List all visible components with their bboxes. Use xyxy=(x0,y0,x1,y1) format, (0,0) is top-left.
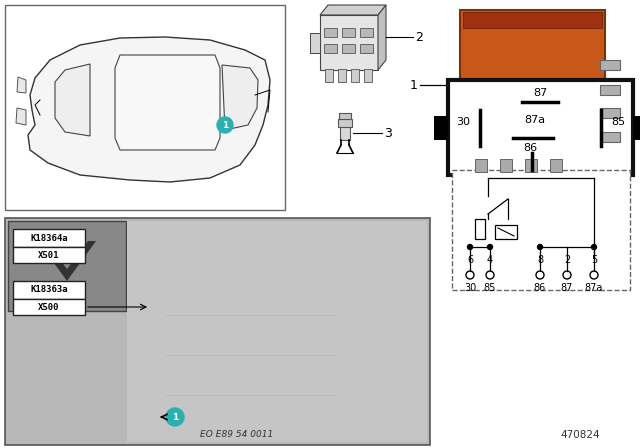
Polygon shape xyxy=(115,55,220,150)
Bar xyxy=(339,113,351,119)
Bar xyxy=(325,69,333,82)
Bar xyxy=(475,219,485,239)
Circle shape xyxy=(488,245,493,250)
Text: X500: X500 xyxy=(38,302,60,311)
Bar xyxy=(5,218,430,445)
Polygon shape xyxy=(38,241,96,281)
Text: 470824: 470824 xyxy=(560,430,600,440)
Bar xyxy=(600,60,620,70)
Polygon shape xyxy=(320,5,386,15)
Text: 5: 5 xyxy=(591,255,597,265)
Bar xyxy=(13,281,85,299)
Bar xyxy=(13,229,85,247)
Bar xyxy=(452,170,630,290)
Polygon shape xyxy=(17,77,26,93)
Circle shape xyxy=(591,245,596,250)
Bar xyxy=(360,28,373,37)
Bar xyxy=(600,85,620,95)
Text: 87a: 87a xyxy=(585,283,603,293)
Bar xyxy=(342,28,355,37)
Text: 87: 87 xyxy=(561,283,573,293)
Text: 3: 3 xyxy=(384,126,392,139)
Bar xyxy=(434,116,448,140)
Text: 1: 1 xyxy=(410,78,418,91)
Text: 30: 30 xyxy=(456,117,470,127)
Text: 85: 85 xyxy=(484,283,496,293)
Bar xyxy=(448,80,633,175)
Bar xyxy=(340,122,350,140)
Bar xyxy=(320,15,378,70)
Text: 2: 2 xyxy=(564,255,570,265)
Bar xyxy=(324,44,337,53)
Circle shape xyxy=(166,408,184,426)
Text: 30: 30 xyxy=(464,283,476,293)
Text: 2: 2 xyxy=(415,30,423,43)
Bar xyxy=(127,221,427,442)
Bar xyxy=(351,69,359,82)
Text: 87a: 87a xyxy=(524,115,545,125)
Bar xyxy=(600,108,620,118)
Circle shape xyxy=(467,245,472,250)
Bar xyxy=(364,69,372,82)
Bar xyxy=(495,225,517,239)
Text: 86: 86 xyxy=(523,143,537,153)
Text: 85: 85 xyxy=(611,117,625,127)
Bar xyxy=(5,5,285,210)
Circle shape xyxy=(538,245,543,250)
Bar xyxy=(600,132,620,142)
Text: 4: 4 xyxy=(487,255,493,265)
Bar xyxy=(338,119,352,127)
Polygon shape xyxy=(378,5,386,70)
Bar xyxy=(360,44,373,53)
Text: 6: 6 xyxy=(467,255,473,265)
Bar xyxy=(342,44,355,53)
Text: 1: 1 xyxy=(172,413,178,422)
Bar xyxy=(13,247,85,263)
Bar xyxy=(460,10,605,160)
Polygon shape xyxy=(16,108,26,125)
Polygon shape xyxy=(28,37,270,182)
Text: K18363a: K18363a xyxy=(30,285,68,294)
Bar xyxy=(525,159,537,172)
Text: 1: 1 xyxy=(222,121,228,129)
Bar xyxy=(463,12,602,28)
Polygon shape xyxy=(222,65,258,130)
Bar xyxy=(550,159,562,172)
Bar xyxy=(324,28,337,37)
Bar xyxy=(475,159,487,172)
Text: 86: 86 xyxy=(534,283,546,293)
Bar xyxy=(500,159,512,172)
Bar xyxy=(310,33,320,53)
Text: 87: 87 xyxy=(533,88,547,98)
Bar xyxy=(8,221,126,311)
Text: X501: X501 xyxy=(38,250,60,259)
Text: 8: 8 xyxy=(537,255,543,265)
Bar xyxy=(633,116,640,140)
Circle shape xyxy=(217,117,233,133)
Polygon shape xyxy=(55,64,90,136)
Bar xyxy=(338,69,346,82)
Text: EO E89 54 0011: EO E89 54 0011 xyxy=(200,430,274,439)
Bar xyxy=(13,299,85,315)
Text: K18364a: K18364a xyxy=(30,233,68,242)
